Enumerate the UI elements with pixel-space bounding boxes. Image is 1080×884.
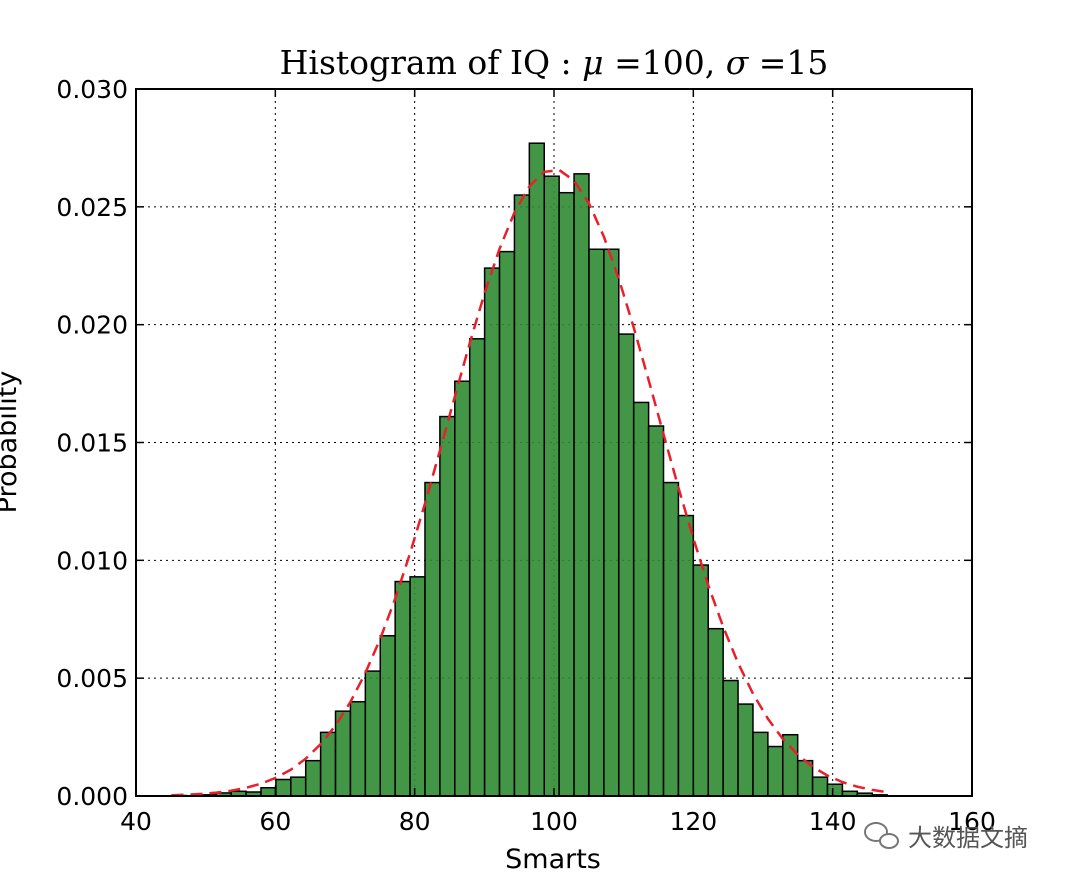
wechat-icon: [864, 822, 899, 849]
y-tick-label: 0.010: [56, 546, 128, 575]
x-tick-label: 140: [809, 807, 857, 836]
histogram-bar: [737, 703, 754, 797]
x-tick-label: 100: [530, 807, 578, 836]
histogram-bar: [468, 338, 486, 797]
watermark: 大数据文摘: [864, 822, 1028, 852]
histogram-bar: [647, 425, 665, 797]
histogram-bar: [811, 776, 829, 797]
histogram-bar: [304, 759, 322, 797]
normal-fit-line: [171, 168, 888, 797]
histogram-bar: [349, 700, 367, 797]
histogram-bar: [528, 142, 545, 797]
histogram-bar: [319, 731, 337, 797]
histogram-bar: [275, 778, 292, 797]
x-tick-label: 80: [399, 807, 431, 836]
x-axis-label: Smarts: [505, 844, 601, 875]
histogram-bar: [752, 731, 769, 797]
y-tick-label: 0.005: [56, 664, 128, 693]
histogram-bar: [498, 250, 516, 797]
histogram-bar: [707, 627, 724, 797]
histogram-bar: [543, 175, 560, 797]
histogram-bar: [379, 634, 396, 797]
y-tick-label: 0.015: [56, 429, 128, 458]
histogram-bar: [409, 576, 426, 797]
histogram-bar: [782, 733, 799, 797]
histogram-bar: [334, 710, 352, 797]
histogram-bar: [662, 481, 680, 797]
histogram-bar: [573, 173, 590, 797]
x-tick-labels: 40 60 80 100 120 140 160: [120, 807, 996, 836]
x-tick-label: 120: [669, 807, 717, 836]
histogram-bar: [722, 679, 739, 797]
histogram-bar: [483, 267, 501, 797]
histogram-bar: [290, 776, 307, 797]
histogram-bar: [618, 333, 635, 797]
histogram-bar: [394, 580, 411, 797]
histogram-bar: [692, 564, 709, 797]
histogram-bars: [170, 142, 888, 797]
y-tick-labels: 0.000 0.005 0.010 0.015 0.020 0.025 0.030: [56, 75, 128, 811]
histogram-bar: [364, 670, 382, 797]
histogram-bar: [513, 194, 531, 797]
histogram-bar: [632, 401, 650, 797]
y-tick-label: 0.030: [56, 75, 128, 104]
histogram-bar: [767, 745, 784, 797]
histogram-bar: [588, 248, 605, 797]
histogram-bar: [558, 191, 575, 797]
y-tick-label: 0.000: [56, 782, 128, 811]
histogram-bar: [424, 481, 441, 797]
histogram-bar: [454, 380, 471, 797]
x-tick-label: 40: [120, 807, 152, 836]
histogram-bar: [677, 514, 695, 797]
y-tick-label: 0.020: [56, 311, 128, 340]
y-axis-label: Probability: [0, 371, 23, 514]
histogram-bar: [603, 248, 620, 797]
x-tick-label: 160: [948, 807, 996, 836]
histogram-bar: [826, 783, 844, 797]
histogram-bar: [439, 415, 456, 797]
x-tick-label: 60: [259, 807, 291, 836]
chart-title: Histogram of IQ : μ =100, σ =15: [280, 43, 829, 82]
y-tick-label: 0.025: [56, 193, 128, 222]
axis-ticks: [135, 88, 973, 797]
watermark-text: 大数据文摘: [908, 824, 1028, 852]
histogram-bar: [260, 787, 277, 797]
